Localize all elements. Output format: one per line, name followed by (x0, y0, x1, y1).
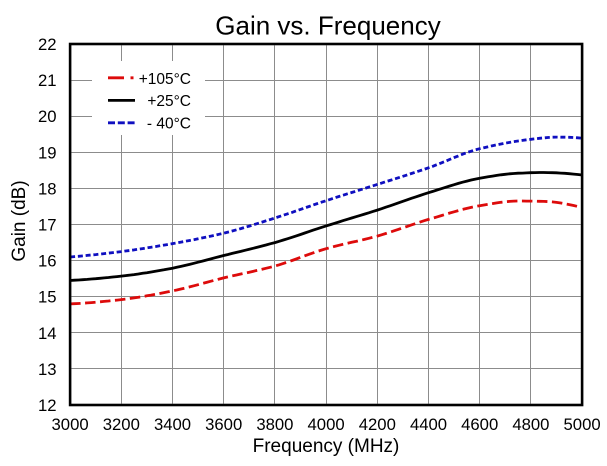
svg-text:14: 14 (38, 324, 57, 343)
svg-text:4800: 4800 (512, 415, 549, 434)
svg-text:3200: 3200 (103, 415, 140, 434)
svg-text:17: 17 (38, 216, 57, 235)
svg-text:20: 20 (38, 107, 57, 126)
svg-text:4600: 4600 (461, 415, 498, 434)
svg-text:3400: 3400 (154, 415, 191, 434)
svg-text:13: 13 (38, 360, 57, 379)
svg-text:3800: 3800 (256, 415, 293, 434)
svg-text:3600: 3600 (205, 415, 242, 434)
svg-text:15: 15 (38, 288, 57, 307)
svg-text:16: 16 (38, 252, 57, 271)
svg-text:Frequency (MHz): Frequency (MHz) (253, 436, 400, 457)
svg-text:19: 19 (38, 143, 57, 162)
svg-text:12: 12 (38, 396, 57, 415)
svg-text:5000: 5000 (564, 415, 601, 434)
svg-text:Gain (dB): Gain (dB) (9, 180, 30, 261)
svg-text:4400: 4400 (410, 415, 447, 434)
svg-text:+105°C: +105°C (139, 71, 191, 88)
svg-text:18: 18 (38, 179, 57, 198)
svg-text:3000: 3000 (52, 415, 89, 434)
svg-text:4000: 4000 (308, 415, 345, 434)
svg-text:Gain vs. Frequency: Gain vs. Frequency (215, 11, 440, 41)
svg-text:+25°C: +25°C (147, 93, 191, 110)
svg-text:22: 22 (38, 35, 57, 54)
svg-text:4200: 4200 (359, 415, 396, 434)
svg-text:21: 21 (38, 71, 57, 90)
svg-text:- 40°C: - 40°C (147, 116, 191, 133)
